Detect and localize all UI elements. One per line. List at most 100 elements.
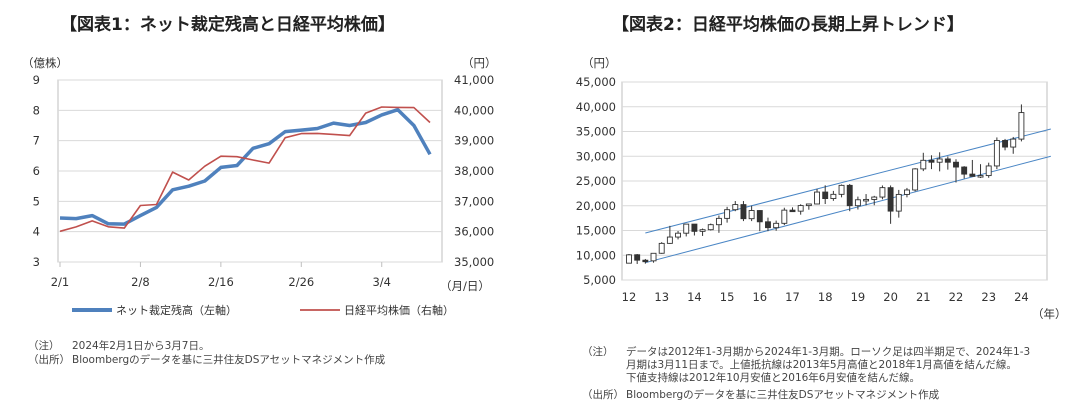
chart2-candle-body bbox=[805, 203, 812, 207]
chart2-candle-body bbox=[936, 158, 943, 163]
chart2-candle bbox=[650, 252, 657, 263]
chart1-left-tick-label: 6 bbox=[33, 164, 40, 178]
chart1-source-tag: （出所） bbox=[28, 354, 70, 366]
chart2-candle bbox=[871, 195, 878, 206]
chart2-y-tick-label: 40,000 bbox=[576, 100, 616, 114]
chart1-left-tick-label: 7 bbox=[33, 134, 40, 148]
chart2-candle bbox=[724, 206, 731, 223]
chart2-title: 【図表2：日経平均株価の長期上昇トレンド】 bbox=[612, 15, 964, 35]
chart2-candle-body bbox=[854, 199, 861, 207]
chart1-note-tag: （注） bbox=[28, 340, 60, 352]
chart1-series bbox=[59, 106, 432, 233]
chart2-candle bbox=[838, 184, 845, 198]
chart2-candle-body bbox=[1002, 140, 1008, 148]
chart2-candle bbox=[634, 254, 641, 264]
chart1-left-ticks: 3 4 5 6 7 8 9 bbox=[33, 73, 40, 269]
chart2-candles bbox=[626, 104, 1025, 264]
chart2-candle bbox=[879, 185, 886, 200]
chart2-candle bbox=[789, 207, 796, 213]
chart2-candle-body bbox=[838, 184, 845, 195]
chart2-candle bbox=[740, 201, 747, 222]
chart1-right-ticks: 35,000 36,000 37,000 38,000 39,000 40,000 41,0… bbox=[454, 73, 494, 269]
chart2-candle bbox=[675, 230, 681, 240]
chart1-right-tick-label: 37,000 bbox=[454, 194, 494, 208]
chart1-x-tick-label: 2/8 bbox=[131, 275, 150, 289]
chart2-x-tick-label: 17 bbox=[785, 290, 800, 304]
chart2-candle bbox=[765, 217, 771, 232]
chart2-candle-body bbox=[846, 184, 853, 207]
chart2-candle-body bbox=[977, 175, 984, 178]
chart2-candle-body bbox=[715, 217, 722, 226]
chart1-x-tick-label: 2/16 bbox=[208, 275, 234, 289]
chart2-candle bbox=[953, 159, 959, 183]
chart1-left-unit: （億株） bbox=[22, 56, 68, 70]
chart2-candle bbox=[797, 204, 804, 215]
chart1-legend-label: ネット裁定残高（左軸） bbox=[116, 303, 237, 317]
chart2-candle bbox=[715, 215, 722, 233]
chart2-candle-body bbox=[871, 196, 878, 200]
chart1-left-tick-label: 9 bbox=[33, 73, 40, 87]
chart2-candle-body bbox=[626, 254, 632, 264]
chart2-x-tick-label: 19 bbox=[851, 290, 866, 304]
chart2-candle bbox=[944, 156, 951, 170]
chart2-candle-body bbox=[732, 204, 739, 211]
chart2-candle-body bbox=[912, 168, 919, 191]
chart2-candle-body bbox=[781, 209, 788, 224]
chart2-x-tick-label: 22 bbox=[949, 290, 964, 304]
chart2-candle-body bbox=[748, 210, 755, 220]
chart1-note-text: 2024年2月1日から3月7日。 bbox=[72, 340, 210, 352]
chart1-series-line-1 bbox=[59, 107, 432, 226]
chart2-x-ticks: 12 13 14 15 16 17 18 19 20 21 22 23 24 bbox=[622, 290, 1029, 304]
chart1-legend-label: 日経平均株価（右軸） bbox=[344, 303, 454, 317]
chart2-candle bbox=[920, 152, 927, 172]
chart2-y-tick-label: 15,000 bbox=[576, 224, 616, 238]
chart1-right-unit: （円） bbox=[462, 56, 497, 70]
chart2-candle-body bbox=[683, 223, 690, 234]
chart2-x-tick-label: 14 bbox=[687, 290, 702, 304]
chart2-candle-body bbox=[920, 159, 927, 170]
chart2-candle-body bbox=[895, 193, 902, 212]
chart1-x-tick-label: 3/4 bbox=[372, 275, 391, 289]
chart2-note-line: 月期は3月11日まで。上値抵抗線は2013年5月高値と2018年1月高値を結んだ… bbox=[626, 359, 1017, 371]
chart2-candle-body bbox=[1018, 112, 1025, 140]
chart1-title: 【図表1：ネット裁定残高と日経平均株価】 bbox=[60, 15, 395, 35]
chart2-candle-body bbox=[724, 209, 731, 219]
chart2-note-line: 下値支持線は2012年10月安値と2016年6月安値を結んだ線。 bbox=[626, 372, 920, 384]
chart2-y-ticks: 5,000 10,000 15,000 20,000 25,000 30,000 35,00… bbox=[576, 75, 616, 287]
chart2-candle-body bbox=[944, 158, 951, 163]
chart1-left-tick-label: 3 bbox=[33, 255, 40, 269]
chart2-candle bbox=[626, 253, 632, 264]
chart2-x-tick-label: 24 bbox=[1014, 290, 1029, 304]
chart2-candle bbox=[1002, 138, 1008, 151]
chart2-x-tick-label: 18 bbox=[818, 290, 833, 304]
chart2-candle-body bbox=[666, 236, 673, 244]
chart2-y-tick-label: 5,000 bbox=[583, 273, 616, 287]
chart2-candle bbox=[658, 242, 665, 254]
chart2-candle bbox=[1018, 104, 1025, 142]
chart2-candle-body bbox=[707, 224, 714, 231]
chart2-candle-body bbox=[830, 193, 837, 200]
chart2-candle bbox=[846, 183, 853, 212]
chart1-source-text: Bloombergのデータを基に三井住友DSアセットマネジメント作成 bbox=[72, 354, 386, 366]
chart1-legend: ネット裁定残高（左軸） 日経平均株価（右軸） bbox=[72, 303, 454, 317]
chart2-source-text: Bloombergのデータを基に三井住友DSアセットマネジメント作成 bbox=[626, 389, 940, 401]
chart2-candle bbox=[748, 205, 755, 222]
chart2-candle bbox=[895, 189, 902, 218]
chart2-candle bbox=[732, 201, 739, 212]
chart2-candle bbox=[642, 258, 649, 264]
chart2-candle bbox=[830, 190, 837, 201]
chart2-candle bbox=[863, 194, 870, 206]
chart2-note-tag: （注） bbox=[582, 346, 614, 358]
chart2-candle-body bbox=[675, 232, 681, 238]
chart1-right-tick-label: 35,000 bbox=[454, 255, 494, 269]
chart1-source: （出所） Bloombergのデータを基に三井住友DSアセットマネジメント作成 bbox=[28, 354, 385, 367]
chart2-trend-lines bbox=[645, 128, 1051, 264]
chart2-candle-body bbox=[887, 187, 894, 212]
chart2-candle-body bbox=[1010, 138, 1017, 148]
chart2-note-lines: データは2012年1-3月期から2024年1-3月期。ローソク足は四半期足で、2… bbox=[626, 346, 1030, 385]
chart2-candle bbox=[691, 223, 698, 236]
chart2-candle-body bbox=[642, 259, 649, 263]
chart2-candle-body bbox=[797, 205, 804, 212]
